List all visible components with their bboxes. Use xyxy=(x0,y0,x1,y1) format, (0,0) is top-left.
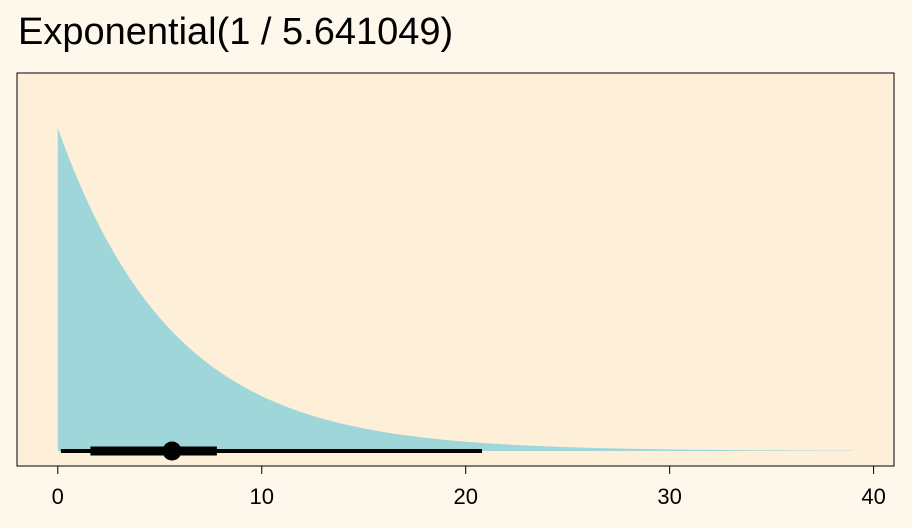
x-axis: 0 10 20 30 40 xyxy=(52,466,886,509)
density-area xyxy=(57,128,854,451)
x-tick-label: 0 xyxy=(52,484,64,509)
x-tick-label: 10 xyxy=(250,484,274,509)
x-tick-label: 40 xyxy=(861,484,885,509)
density-layer xyxy=(57,128,854,451)
chart-title: Exponential(1 / 5.641049) xyxy=(18,11,454,53)
x-tick-label: 30 xyxy=(657,484,681,509)
x-tick-label: 20 xyxy=(453,484,477,509)
interval-layer xyxy=(60,441,483,461)
interval-point xyxy=(162,441,182,461)
plot-frame xyxy=(16,72,895,467)
